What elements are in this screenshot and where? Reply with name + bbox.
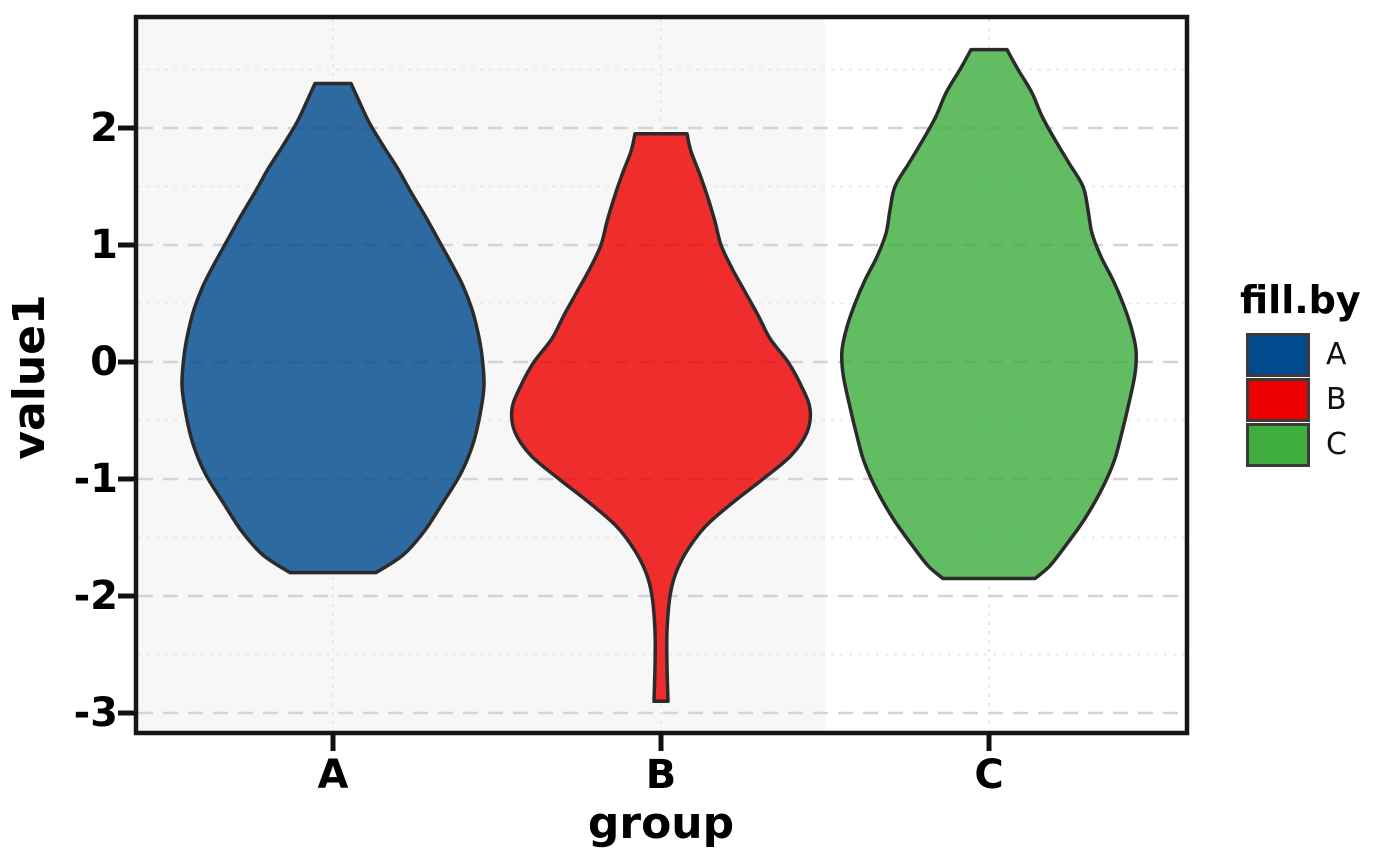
panel-border (133, 14, 1190, 736)
legend-swatch-b (1246, 378, 1310, 422)
x-tick-label-c: C (974, 752, 1004, 798)
y-tick-label-1: 1 (90, 222, 118, 268)
legend-swatch-a (1246, 333, 1310, 377)
y-tick-label-2: 2 (90, 105, 118, 151)
legend-title: fill.by (1240, 278, 1361, 322)
legend-label-c: C (1326, 427, 1347, 462)
legend-label-b: B (1326, 382, 1347, 417)
violin-b (509, 132, 813, 704)
violin-a (180, 81, 486, 575)
x-tick-label-a: A (317, 752, 349, 798)
x-tick-label-b: B (645, 752, 677, 798)
x-axis-title: group (587, 798, 735, 849)
legend-label-a: A (1326, 337, 1347, 372)
y-tick-label-n2: -2 (73, 573, 118, 619)
y-tick-label-n3: -3 (73, 690, 118, 736)
y-tick-label-0: 0 (90, 339, 118, 385)
legend-swatch-c (1246, 423, 1310, 467)
y-tick-label-n1: -1 (73, 456, 118, 502)
y-axis-title: value1 (4, 294, 55, 460)
violin-c (839, 47, 1139, 581)
